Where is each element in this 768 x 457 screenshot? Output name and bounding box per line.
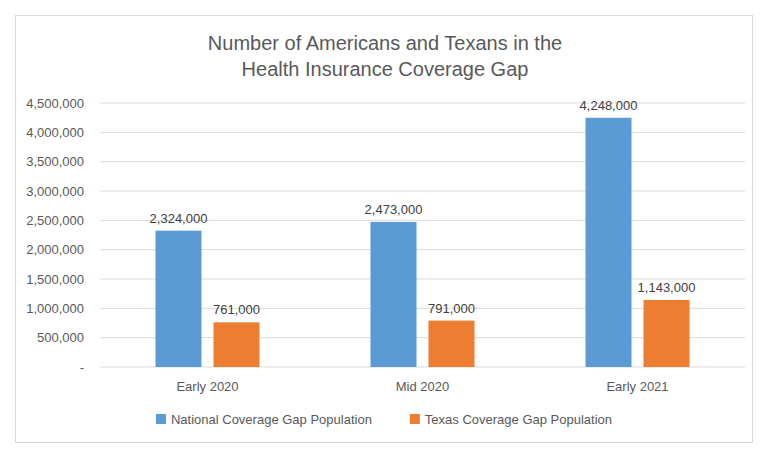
data-label: 2,324,000 xyxy=(150,211,208,226)
y-tick-label: 3,500,000 xyxy=(26,154,84,169)
y-tick-label: 4,000,000 xyxy=(26,125,84,140)
chart-svg: Number of Americans and Texans in the Hea… xyxy=(0,0,768,457)
bar xyxy=(371,222,417,367)
chart-frame xyxy=(16,16,753,443)
legend-label: National Coverage Gap Population xyxy=(171,412,372,427)
x-tick-label: Early 2021 xyxy=(606,379,668,394)
grid-line xyxy=(100,191,745,192)
data-label: 761,000 xyxy=(213,302,260,317)
grid-line xyxy=(100,103,745,104)
y-tick-label: 2,500,000 xyxy=(26,213,84,228)
x-tick-label: Early 2020 xyxy=(176,379,238,394)
legend-swatch xyxy=(410,414,420,424)
chart-title: Number of Americans and Texans in the Hea… xyxy=(208,32,562,80)
title-line: Health Insurance Coverage Gap xyxy=(242,58,529,80)
grid-line xyxy=(100,161,745,162)
data-label: 4,248,000 xyxy=(580,98,638,113)
legend-item: Texas Coverage Gap Population xyxy=(410,412,612,427)
legend: National Coverage Gap Population Texas Co… xyxy=(156,412,612,427)
y-tick-label: 4,500,000 xyxy=(26,96,84,111)
bar xyxy=(586,118,632,367)
data-label: 2,473,000 xyxy=(365,202,423,217)
y-tick-label: 1,500,000 xyxy=(26,272,84,287)
y-tick-label: 500,000 xyxy=(37,330,84,345)
data-label: 791,000 xyxy=(428,301,475,316)
legend-item: National Coverage Gap Population xyxy=(156,412,372,427)
legend-label: Texas Coverage Gap Population xyxy=(425,412,612,427)
bars xyxy=(156,118,690,367)
bar xyxy=(156,231,202,367)
chart-container: Number of Americans and Texans in the Hea… xyxy=(0,0,768,457)
y-tick-label: 3,000,000 xyxy=(26,184,84,199)
data-labels: 2,324,000 761,000 2,473,000 791,000 4,248,00… xyxy=(150,98,696,318)
bar xyxy=(644,300,690,367)
legend-swatch xyxy=(156,414,166,424)
y-tick-label: 2,000,000 xyxy=(26,242,84,257)
title-line: Number of Americans and Texans in the xyxy=(208,32,562,54)
grid-line xyxy=(100,132,745,133)
data-label: 1,143,000 xyxy=(638,280,696,295)
y-tick-label: - xyxy=(80,360,84,375)
y-tick-label: 1,000,000 xyxy=(26,301,84,316)
bar xyxy=(429,321,475,367)
x-tick-label: Mid 2020 xyxy=(396,379,449,394)
bar xyxy=(214,322,260,367)
